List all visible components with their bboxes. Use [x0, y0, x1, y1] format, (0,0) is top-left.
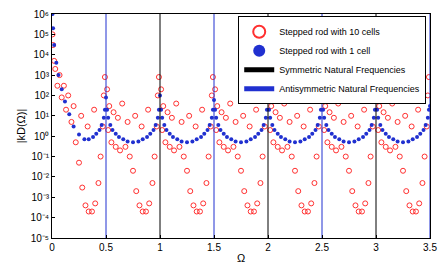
svg-text:10¹: 10¹	[35, 110, 50, 121]
svg-text:0.5: 0.5	[99, 242, 113, 253]
svg-text:10⁻⁴: 10⁻⁴	[31, 212, 49, 223]
svg-text:10⁻¹: 10⁻¹	[32, 151, 50, 162]
svg-text:1: 1	[157, 242, 163, 253]
svg-text:10⁴: 10⁴	[34, 49, 49, 60]
svg-text:10⁵: 10⁵	[34, 29, 49, 40]
svg-text:10⁶: 10⁶	[34, 9, 49, 20]
svg-text:2.5: 2.5	[315, 242, 329, 253]
svg-text:Stepped rod with 10 cells: Stepped rod with 10 cells	[279, 27, 380, 37]
svg-text:10²: 10²	[35, 90, 50, 101]
svg-text:10⁻²: 10⁻²	[32, 171, 50, 182]
svg-text:Stepped rod with 1 cell: Stepped rod with 1 cell	[279, 46, 370, 56]
svg-text:10⁻⁵: 10⁻⁵	[31, 233, 49, 244]
svg-text:10⁰: 10⁰	[34, 131, 49, 142]
svg-text:Ω: Ω	[237, 252, 245, 264]
svg-text:0: 0	[49, 242, 55, 253]
svg-text:Antisymmetric Natural Frequenc: Antisymmetric Natural Frequencies	[279, 84, 420, 94]
svg-text:3.5: 3.5	[423, 242, 437, 253]
svg-text:|kD(Ω)|: |kD(Ω)|	[15, 109, 27, 144]
svg-text:3: 3	[373, 242, 379, 253]
svg-text:10³: 10³	[35, 70, 50, 81]
svg-text:2: 2	[265, 242, 271, 253]
svg-text:1.5: 1.5	[207, 242, 221, 253]
svg-text:Symmetric Natural Frequencies: Symmetric Natural Frequencies	[279, 65, 406, 75]
svg-text:10⁻³: 10⁻³	[32, 192, 50, 203]
